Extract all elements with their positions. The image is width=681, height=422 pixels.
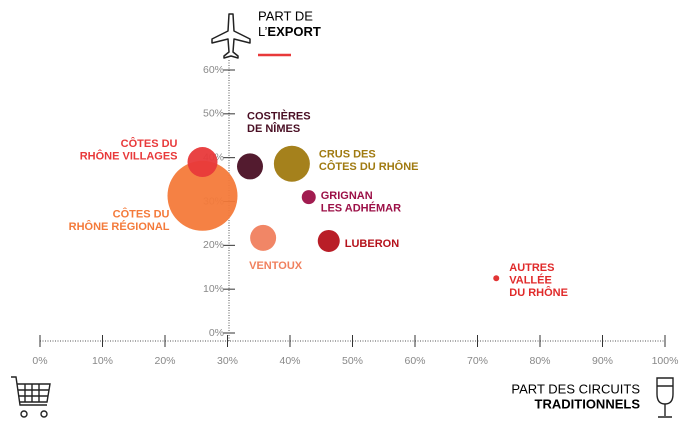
x-tick-label: 60% [404,355,425,367]
x-label-line1: PART DES CIRCUITS [511,381,640,396]
x-tick-label: 100% [652,355,679,367]
y-tick-label: 20% [203,239,224,251]
bubble [273,145,310,182]
y-label-bold: EXPORT [267,24,321,39]
bubble-label: LES ADHÉMAR [321,202,401,215]
bubble [237,153,263,180]
bubble-label: DU RHÔNE [509,286,568,299]
y-tick-label: 50% [203,108,224,120]
bubble-label: VALLÉE [509,274,552,287]
x-tick-label: 20% [154,355,175,367]
bubble [250,224,277,251]
bubble [167,160,238,231]
bubble [187,147,218,178]
cart-icon [11,376,51,418]
plane-icon [211,13,251,59]
x-tick-label: 0% [32,355,47,367]
bubble-label: COSTIÈRES [247,109,311,122]
y-tick-label: 0% [209,327,224,339]
bubble-label: CRUS DES [319,149,376,161]
bubble-label: GRIGNAN [321,190,373,202]
bubble [493,275,500,282]
bubble-label: CÔTES DU [113,208,170,221]
bubble [301,190,316,205]
bubble-label: DE NÎMES [247,122,300,135]
x-tick-label: 10% [92,355,113,367]
y-label-line1: PART DE [258,8,313,23]
x-tick-label: 40% [279,355,300,367]
y-tick-label: 60% [203,64,224,76]
bubble-label: CÔTES DU [121,137,178,150]
bubble-label: VENTOUX [249,260,303,272]
x-tick-label: 70% [467,355,488,367]
bubble-label: RHÔNE VILLAGES [80,149,178,162]
bubble-label: RHÔNE RÉGIONAL [69,220,170,233]
y-tick-label: 10% [203,283,224,295]
bubble-label: AUTRES [509,262,554,274]
bubble [317,229,340,252]
x-tick-label: 90% [592,355,613,367]
x-tick-label: 30% [217,355,238,367]
bubble-label: LUBERON [345,238,399,250]
x-label-line2: TRADITIONNELS [535,396,641,411]
y-label-line2: L’EXPORT [258,24,321,39]
y-label-prefix: L’ [258,24,268,39]
x-tick-label: 50% [342,355,363,367]
wine-icon [656,377,674,418]
bubble-label: CÔTES DU RHÔNE [319,160,419,173]
x-tick-label: 80% [529,355,550,367]
